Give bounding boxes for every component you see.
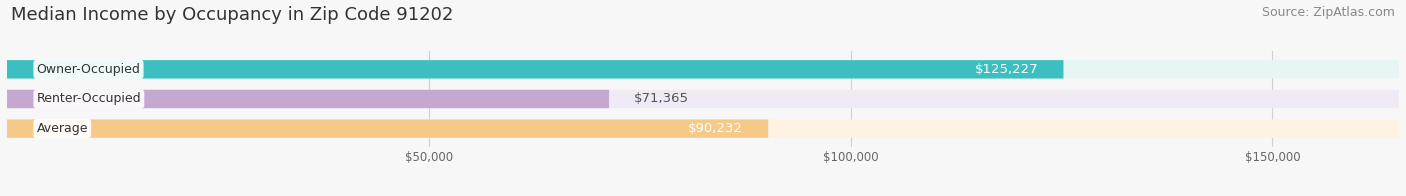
- Text: $71,365: $71,365: [634, 93, 689, 105]
- Text: Average: Average: [37, 122, 89, 135]
- Text: Median Income by Occupancy in Zip Code 91202: Median Income by Occupancy in Zip Code 9…: [11, 6, 454, 24]
- Text: $90,232: $90,232: [688, 122, 742, 135]
- FancyBboxPatch shape: [7, 90, 1399, 108]
- FancyBboxPatch shape: [7, 60, 1399, 79]
- FancyBboxPatch shape: [7, 90, 609, 108]
- FancyBboxPatch shape: [7, 119, 1399, 138]
- FancyBboxPatch shape: [7, 119, 768, 138]
- FancyBboxPatch shape: [7, 60, 1063, 79]
- Text: Renter-Occupied: Renter-Occupied: [37, 93, 141, 105]
- Text: $125,227: $125,227: [974, 63, 1038, 76]
- Text: Source: ZipAtlas.com: Source: ZipAtlas.com: [1261, 6, 1395, 19]
- Text: Owner-Occupied: Owner-Occupied: [37, 63, 141, 76]
